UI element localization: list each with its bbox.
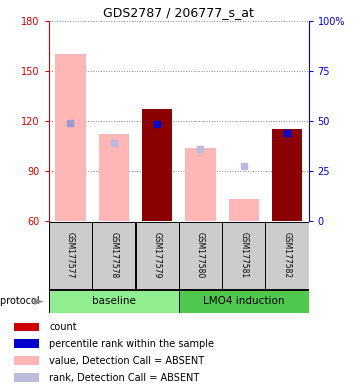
Text: GSM177582: GSM177582: [283, 232, 291, 278]
Text: baseline: baseline: [92, 296, 136, 306]
Bar: [142, 109, 172, 221]
Bar: [179, 290, 309, 313]
Text: GSM177578: GSM177578: [109, 232, 118, 278]
Bar: [55, 55, 86, 221]
Bar: [14, 339, 39, 348]
Bar: [185, 147, 216, 221]
Bar: [265, 222, 309, 288]
Bar: [14, 323, 39, 331]
Title: GDS2787 / 206777_s_at: GDS2787 / 206777_s_at: [103, 5, 254, 18]
Bar: [222, 222, 265, 288]
Text: rank, Detection Call = ABSENT: rank, Detection Call = ABSENT: [49, 372, 200, 382]
Text: protocol: protocol: [0, 296, 43, 306]
Text: LMO4 induction: LMO4 induction: [203, 296, 284, 306]
Bar: [229, 199, 259, 221]
Text: GSM177577: GSM177577: [66, 232, 75, 278]
Text: GSM177579: GSM177579: [153, 232, 161, 278]
Bar: [135, 222, 179, 288]
Text: ►: ►: [34, 295, 43, 308]
Bar: [14, 356, 39, 365]
Text: percentile rank within the sample: percentile rank within the sample: [49, 339, 214, 349]
Bar: [272, 129, 302, 221]
Text: GSM177580: GSM177580: [196, 232, 205, 278]
Text: value, Detection Call = ABSENT: value, Detection Call = ABSENT: [49, 356, 204, 366]
Bar: [99, 134, 129, 221]
Bar: [49, 290, 179, 313]
Bar: [49, 222, 92, 288]
Bar: [179, 222, 222, 288]
Text: GSM177581: GSM177581: [239, 232, 248, 278]
Bar: [14, 373, 39, 382]
Text: count: count: [49, 322, 77, 332]
Bar: [92, 222, 135, 288]
